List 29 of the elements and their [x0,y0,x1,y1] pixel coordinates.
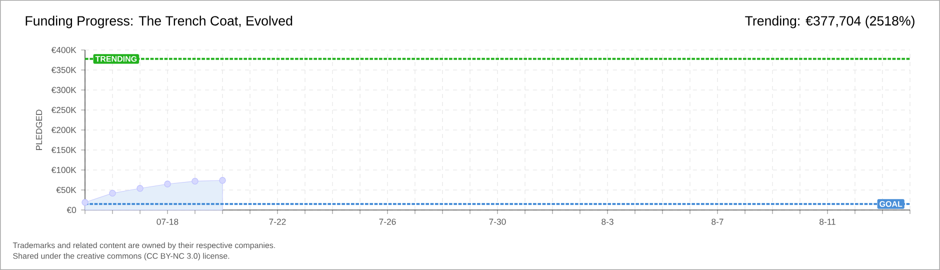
y-tick-label: €400K [51,46,76,54]
y-tick-label: €100K [51,166,76,174]
chart-subtitle: Trending: €377,704 (2518%) [745,16,914,28]
text: Shared under the creative commons (CC BY-NC 3.0) license. [13,252,230,260]
chart-title: Funding Progress: The Trench Coat, Evolved [26,16,292,28]
x-tick-label: 8-7 [712,218,724,225]
point [164,180,171,188]
point [219,177,226,184]
y-tick-label: €250K [51,106,76,114]
y-tick-label: €0 [66,206,76,214]
point [82,199,88,206]
x-tick-label: 8-11 [820,218,836,225]
x-tick-label: 7-30 [489,218,506,225]
x-tick-label: 7-26 [379,218,396,225]
y-axis-title: PLEDGED [36,110,42,150]
y-tick-label: €200K [51,126,76,134]
x-tick-label: 07-18 [156,218,178,225]
point [136,185,144,192]
point [109,190,116,197]
point [192,178,198,185]
y-tick-label: €150K [51,146,76,154]
y-tick-label: €300K [51,86,76,94]
ref-line-label: TRENDING [95,56,137,62]
y-tick-label: €50K [56,186,76,194]
text: Trademarks and related content are owned by their respective companies. [12,242,275,250]
y-tick-label: €350K [51,66,76,74]
x-tick-label: 8-3 [602,218,614,225]
x-tick-label: 7-22 [269,218,286,225]
ref-line-label: GOAL [880,201,902,207]
